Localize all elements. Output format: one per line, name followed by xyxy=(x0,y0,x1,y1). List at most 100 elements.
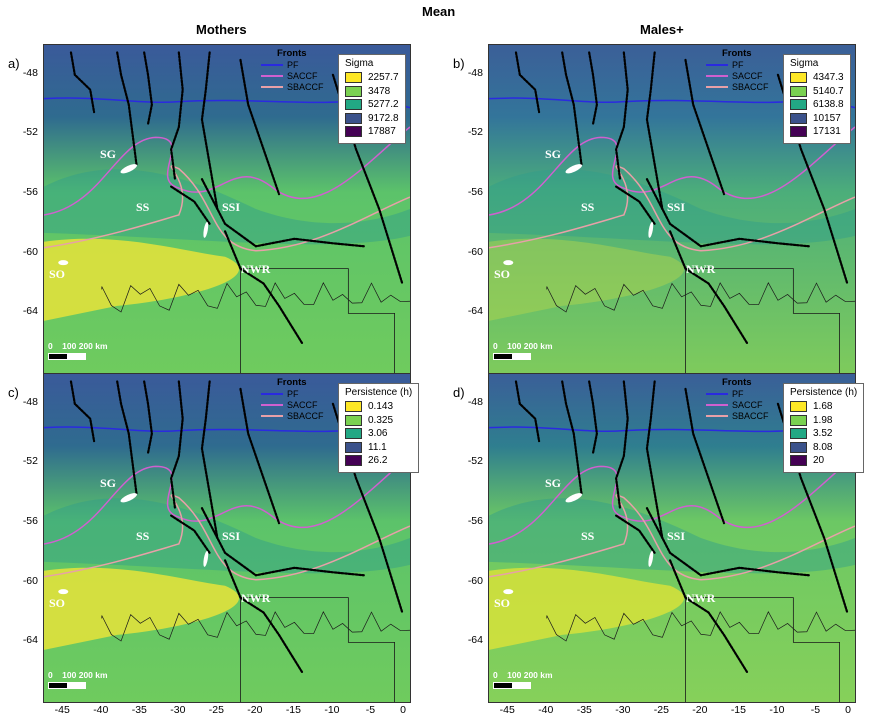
fronts-legend-line xyxy=(706,85,728,88)
place-label-sg: SG xyxy=(545,147,562,161)
fronts-legend-heading: Fronts xyxy=(722,377,752,388)
high-value-zone xyxy=(489,238,685,321)
value-legend-item: 6138.8 xyxy=(790,98,844,112)
south-georgia-island xyxy=(565,164,583,174)
fronts-legend-line xyxy=(261,74,283,77)
panel-letter: a) xyxy=(8,56,20,71)
value-legend-label: 4347.3 xyxy=(813,72,844,84)
fronts-legend-label: PF xyxy=(287,59,299,70)
fronts-legend-item: PF xyxy=(706,59,769,70)
animal-track xyxy=(200,507,365,577)
place-label-nwr: NWR xyxy=(241,262,271,276)
column-title-males: Males+ xyxy=(640,22,684,37)
place-label-nwr: NWR xyxy=(686,262,716,276)
value-legend: Sigma 4347.3 5140.7 6138.8 10157 17131 xyxy=(783,54,851,144)
animal-track xyxy=(668,559,749,674)
value-legend-title: Sigma xyxy=(345,58,374,69)
animal-track xyxy=(645,178,810,248)
value-legend-item: 17887 xyxy=(345,125,399,139)
x-tick-label: -20 xyxy=(692,704,708,716)
value-legend-label: 6138.8 xyxy=(813,99,844,111)
fronts-legend-item: PF xyxy=(261,388,324,399)
value-legend-item: 1.98 xyxy=(790,414,857,428)
value-legend-swatch xyxy=(345,85,362,97)
value-legend-swatch xyxy=(345,455,362,467)
animal-track xyxy=(170,380,184,510)
fronts-legend-item: PF xyxy=(706,388,769,399)
value-legend-swatch xyxy=(345,428,362,440)
panel-letter: c) xyxy=(8,385,19,400)
y-tick-label: -56 xyxy=(22,186,38,199)
x-tick-label: -30 xyxy=(170,704,186,716)
value-legend-label: 0.143 xyxy=(368,401,394,413)
value-legend-label: 1.98 xyxy=(813,414,833,426)
fronts-legend-line xyxy=(706,392,728,395)
value-legend-swatch xyxy=(790,85,807,97)
x-tick-label: -45 xyxy=(499,704,515,716)
fronts-legend-line xyxy=(706,63,728,66)
y-tick-label: -48 xyxy=(467,66,483,79)
animal-track xyxy=(200,380,219,540)
x-tick-label: 0 xyxy=(400,704,406,716)
front-line-sbaccf xyxy=(44,165,410,252)
place-label-so: SO xyxy=(494,596,511,610)
y-tick-label: -60 xyxy=(467,245,483,258)
high-value-zone xyxy=(44,238,240,321)
x-tick-label: -25 xyxy=(208,704,224,716)
animal-track xyxy=(200,51,219,211)
value-legend-item: 0.143 xyxy=(345,400,412,414)
fronts-legend-heading: Fronts xyxy=(277,377,307,388)
y-tick-label: -52 xyxy=(467,126,483,139)
south-sandwich-islands xyxy=(648,550,654,567)
value-legend-swatch xyxy=(345,126,362,138)
value-legend-label: 9172.8 xyxy=(368,112,399,124)
x-tick-label: -15 xyxy=(285,704,301,716)
value-legend-item: 17131 xyxy=(790,125,844,139)
fronts-legend-item: SACCF xyxy=(706,70,769,81)
fronts-legend-line xyxy=(261,403,283,406)
animal-track xyxy=(684,58,726,196)
fronts-legend-label: SBACCF xyxy=(287,81,324,92)
management-boundary xyxy=(685,268,840,373)
scotia-band xyxy=(489,169,855,245)
value-legend-label: 3.52 xyxy=(813,428,833,440)
fronts-legend-line xyxy=(261,63,283,66)
panel-letter: d) xyxy=(453,385,465,400)
management-boundary xyxy=(240,597,395,702)
value-legend-label: 20 xyxy=(813,455,825,467)
fronts-legend-heading: Fronts xyxy=(722,48,752,59)
value-legend: Persistence (h) 1.68 1.98 3.52 8.08 20 xyxy=(783,383,865,473)
fronts-legend-label: SBACCF xyxy=(732,81,769,92)
value-legend-item: 11.1 xyxy=(345,441,412,455)
animal-track xyxy=(143,380,153,455)
value-legend-item: 20 xyxy=(790,454,857,468)
y-tick-label: -60 xyxy=(467,574,483,587)
south-sandwich-islands xyxy=(203,550,209,567)
value-legend-swatch xyxy=(790,72,807,84)
animal-track xyxy=(645,380,664,540)
fronts-legend-line xyxy=(706,74,728,77)
animal-track xyxy=(239,58,281,196)
animal-track xyxy=(684,387,726,525)
south-georgia-island xyxy=(120,164,138,174)
scale-bar: 0 100 200 km xyxy=(48,670,108,689)
y-tick-label: -56 xyxy=(467,186,483,199)
x-tick-label: -20 xyxy=(247,704,263,716)
fronts-legend-label: PF xyxy=(732,59,744,70)
front-line-saccf xyxy=(489,455,855,545)
fronts-legend-label: SACCF xyxy=(732,70,763,81)
ice-edge xyxy=(546,611,855,642)
animal-track xyxy=(588,51,598,126)
front-line-saccf xyxy=(44,126,410,216)
animal-track xyxy=(223,230,304,345)
place-label-ss: SS xyxy=(581,529,595,543)
animal-track xyxy=(143,51,153,126)
x-tick-label: -5 xyxy=(810,704,821,716)
animal-track xyxy=(116,51,138,166)
fronts-legend-item: SBACCF xyxy=(706,81,769,92)
fronts-legend-line xyxy=(261,392,283,395)
scale-bar-label: 0 100 200 km xyxy=(48,670,108,680)
y-tick-label: -64 xyxy=(22,305,38,318)
x-tick-label: -35 xyxy=(131,704,147,716)
animal-track xyxy=(561,380,583,495)
